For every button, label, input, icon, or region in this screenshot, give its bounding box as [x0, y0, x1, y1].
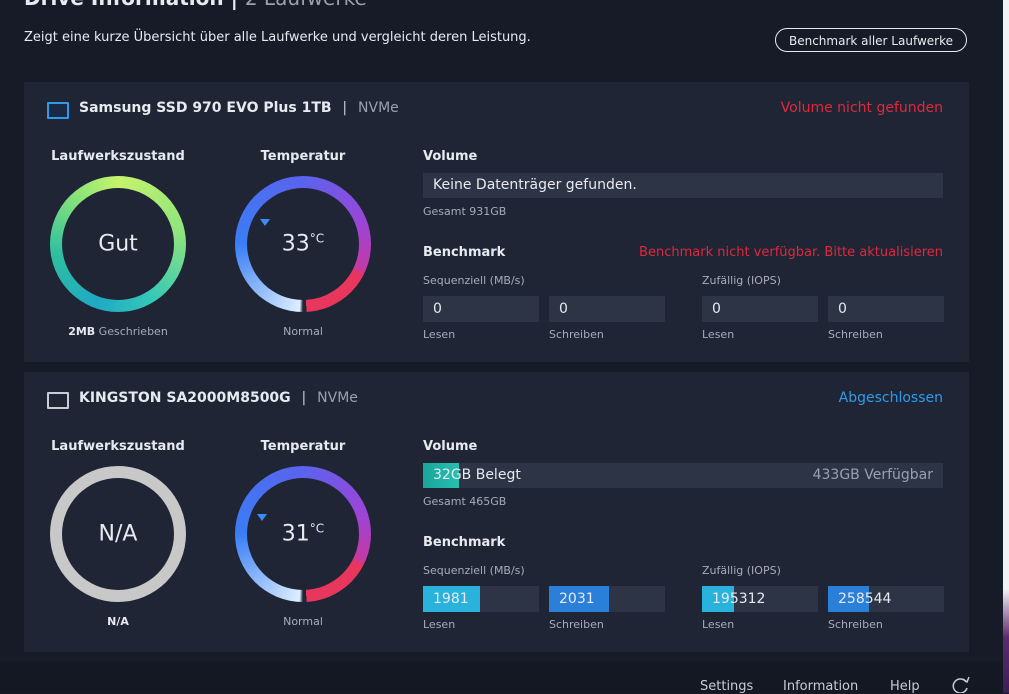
drive-name: KINGSTON SA2000M8500G | NVMe [79, 390, 358, 406]
temperature-label: Temperatur [260, 439, 346, 454]
volume-fill [423, 463, 459, 488]
temperature-unit: °C [309, 521, 325, 536]
drive-icon [47, 102, 69, 119]
drive-count: 2 Laufwerke [245, 0, 367, 10]
result-value: 0 [712, 301, 721, 317]
status: Volume nicht gefunden [780, 100, 943, 116]
temperature-value: 31 [281, 521, 310, 547]
result-value: 0 [433, 301, 442, 317]
volume-label: Volume [423, 439, 478, 454]
result-label: Lesen [423, 328, 456, 341]
result-value: 1981 [433, 591, 469, 607]
result-box: 258544 [828, 586, 944, 612]
interface: NVMe [358, 100, 399, 116]
drive-icon [47, 392, 69, 409]
volume-bar: 32GB Belegt 433GB Verfügbar [423, 463, 943, 488]
result-label: Lesen [702, 618, 735, 631]
result-box: 195312 [702, 586, 818, 612]
drive-name: Samsung SSD 970 EVO Plus 1TB | NVMe [79, 100, 399, 116]
result-label: Schreiben [828, 328, 883, 341]
health-label: Laufwerkszustand [51, 149, 185, 164]
sequential-label: Sequenziell (MB/s) [423, 274, 525, 287]
refresh-icon[interactable] [950, 676, 972, 693]
volume-free: 433GB Verfügbar [812, 467, 933, 483]
result-value: 195312 [712, 591, 766, 607]
page-title: Drive Information | 2 Laufwerke [24, 0, 367, 10]
random-label: Zufällig (IOPS) [702, 564, 781, 577]
result-label: Schreiben [549, 328, 604, 341]
written-amount: 2MB [68, 325, 96, 338]
result-value: 0 [559, 301, 568, 317]
name: KINGSTON SA2000M8500G [79, 390, 291, 406]
health-label: Laufwerkszustand [51, 439, 185, 454]
footer-link[interactable]: Settings [700, 679, 754, 694]
volume-total: Gesamt 931GB [423, 205, 507, 218]
random-label: Zufällig (IOPS) [702, 274, 781, 287]
result-value: 258544 [838, 591, 892, 607]
result-box: 0 [828, 296, 944, 322]
result-value: 0 [838, 301, 847, 317]
benchmark-message: Benchmark nicht verfügbar. Bitte aktuali… [639, 245, 943, 260]
temperature-status: Normal [283, 325, 323, 338]
health-value: N/A [98, 521, 138, 547]
volume-label: Volume [423, 149, 478, 164]
temperature-marker [257, 514, 267, 521]
description: Zeigt eine kurze Übersicht über alle Lau… [24, 30, 531, 45]
interface: NVMe [317, 390, 358, 406]
health-value: Gut [98, 231, 138, 257]
footer-link[interactable]: Information [783, 679, 859, 694]
benchmark-label: Benchmark [423, 535, 506, 550]
footer-link[interactable]: Help [890, 679, 920, 694]
result-value: 2031 [559, 591, 595, 607]
result-label: Schreiben [828, 618, 883, 631]
temperature-value: 33 [281, 231, 310, 257]
drive-card: KINGSTON SA2000M8500G | NVMe Abgeschloss… [24, 372, 969, 652]
result-box: 1981 [423, 586, 539, 612]
temperature: 33°C [282, 232, 324, 257]
result-box: 0 [702, 296, 818, 322]
volume-used: 32GB Belegt [433, 467, 521, 483]
result-box: 0 [549, 296, 665, 322]
benchmark-all-button[interactable]: Benchmark aller Laufwerke [775, 28, 967, 52]
status: Abgeschlossen [838, 390, 943, 406]
name: Samsung SSD 970 EVO Plus 1TB [79, 100, 332, 116]
volume-bar: Keine Datenträger gefunden. [423, 173, 943, 198]
window-edge [1003, 0, 1009, 693]
temperature-ring [235, 176, 371, 312]
written: 2MB Geschrieben [68, 325, 168, 338]
result-box: 0 [423, 296, 539, 322]
temperature-status: Normal [283, 615, 323, 628]
written-amount: N/A [107, 615, 129, 628]
volume-text: Keine Datenträger gefunden. [433, 177, 637, 193]
temperature-ring [235, 466, 371, 602]
temperature-unit: °C [309, 231, 325, 246]
title: Drive Information [24, 0, 224, 10]
written-label: Geschrieben [98, 325, 168, 338]
result-label: Lesen [423, 618, 456, 631]
sequential-label: Sequenziell (MB/s) [423, 564, 525, 577]
drive-card: Samsung SSD 970 EVO Plus 1TB | NVMe Volu… [24, 82, 969, 362]
footer [0, 662, 1003, 693]
health-ring [50, 176, 186, 312]
temperature: 31°C [282, 522, 324, 547]
temperature-label: Temperatur [260, 149, 346, 164]
result-label: Schreiben [549, 618, 604, 631]
benchmark-label: Benchmark [423, 245, 506, 260]
result-box: 2031 [549, 586, 665, 612]
temperature-marker [260, 219, 270, 226]
health-ring [50, 466, 186, 602]
volume-total: Gesamt 465GB [423, 495, 507, 508]
result-label: Lesen [702, 328, 735, 341]
